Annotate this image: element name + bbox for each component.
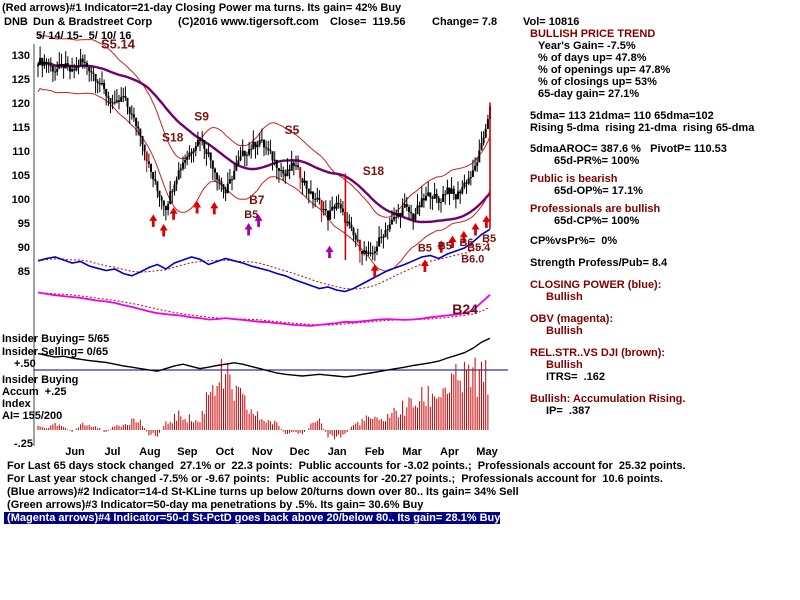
month-tick-label: Aug [139,446,161,458]
svg-text:B5: B5 [438,240,452,252]
month-tick-label: Mar [402,446,422,458]
svg-text:B5: B5 [244,209,258,221]
analysis-line: REL.STR..VS DJI (brown): [530,347,666,359]
analysis-line: % of closings up= 53% [538,76,657,88]
price-tick-label: 130 [11,50,30,62]
analysis-line: BULLISH PRICE TREND [530,28,656,40]
month-tick-label: May [476,446,498,458]
svg-text:S18: S18 [162,130,184,144]
analysis-line: 65-day gain= 27.1% [538,88,640,100]
analysis-line: OBV (magenta): [530,313,614,325]
svg-text:S5: S5 [285,123,300,137]
analysis-line: 5dmaAROC= 387.6 % PivotP= 110.53 [530,143,727,155]
analysis-line: Year's Gain= -7.5% [538,40,636,52]
month-tick-label: Jul [104,446,121,458]
svg-text:B6: B6 [459,237,473,249]
month-tick-label: Jan [327,446,347,458]
accum-index-label-3: Index [2,398,31,410]
analysis-line: IP= .387 [546,405,591,417]
month-tick-label: Jun [65,446,85,458]
footer-summary-line: For Last 65 days stock changed 27.1% or … [4,460,686,472]
svg-text:S9: S9 [194,109,209,123]
analysis-line: ITRS= .162 [546,371,606,383]
analysis-line: Rising 5-dma rising 21-dma rising 65-dma [530,122,755,134]
svg-text:B24: B24 [452,301,478,317]
accum-index-label-1: Insider Buying [2,374,79,386]
footer-notes: For Last 65 days stock changed 27.1% or … [4,460,796,525]
indicator-1-header: (Red arrows)#1 Indicator=21-day Closing … [2,2,402,14]
svg-text:B7: B7 [249,193,265,207]
change-value: Change= 7.8 [432,16,498,28]
price-tick-label: 115 [12,122,30,134]
month-tick-label: Sep [177,446,198,458]
insider-buying-count: Insider Buying= 5/65 [2,333,110,345]
analysis-line: Bullish [546,359,583,371]
svg-text:B5: B5 [482,233,496,245]
price-tick-label: 125 [11,74,30,86]
svg-text:B6.0: B6.0 [461,253,484,265]
ai-value: AI= 155/200 [2,410,63,422]
month-tick-label: Apr [440,446,459,458]
copyright-text: (C)2016 www.tigersoft.com [178,16,319,28]
footer-summary-line: For Last year stock changed -7.5% or -9.… [4,473,663,485]
footer-indicator-line[interactable]: (Magenta arrows)#4 Indicator=50-d St-Pct… [4,512,501,524]
price-tick-label: 95 [17,218,30,230]
svg-text:B5: B5 [418,242,432,254]
analysis-line: 65d-PR%= 100% [554,155,640,167]
accum-scale-plus: +.50 [14,358,36,370]
accum-scale-minus: -.25 [14,438,33,450]
footer-indicator-line[interactable]: (Green arrows)#3 Indicator=50-day ma pen… [4,499,424,511]
month-tick-label: Nov [251,446,273,458]
price-tick-label: 105 [11,170,30,182]
svg-text:S5.14: S5.14 [101,36,136,51]
date-range: 5/ 14/ 15- 5/ 10/ 16 [36,30,132,42]
analysis-line: Professionals are bullish [530,203,661,215]
analysis-line: Bullish: Accumulation Rising. [530,393,686,405]
analysis-line: 5dma= 113 21dma= 110 65dma=102 [530,110,714,122]
price-tick-label: 110 [12,146,30,158]
month-tick-label: Dec [289,446,310,458]
month-tick-label: Oct [215,446,234,458]
analysis-line: CP%vsPr%= 0% [530,235,618,247]
svg-text:S18: S18 [363,164,385,178]
month-tick-label: Feb [364,446,385,458]
analysis-line: 65d-CP%= 100% [554,215,640,227]
ticker-symbol: DNB [4,16,28,28]
price-tick-label: 120 [11,98,30,110]
company-name: Dun & Bradstreet Corp [33,16,153,28]
price-tick-label: 100 [11,194,30,206]
analysis-panel: BULLISH PRICE TREND Year's Gain= -7.5%% o… [530,28,798,417]
accum-index-label-2: Accum +.25 [2,386,67,398]
volume-value: Vol= 10816 [523,16,580,28]
close-value: Close= 119.56 [330,16,406,28]
analysis-line: % of openings up= 47.8% [538,64,671,76]
analysis-line: CLOSING POWER (blue): [530,279,662,291]
analysis-line: Bullish [546,291,583,303]
analysis-line: Bullish [546,325,583,337]
analysis-line: % of days up= 47.8% [538,52,647,64]
analysis-line: 65d-OP%= 17.1% [554,185,643,197]
price-tick-label: 85 [17,266,30,278]
insider-selling-count: Insider Selling= 0/65 [2,346,109,358]
svg-text:B5.4: B5.4 [467,242,491,254]
analysis-line: Strength Profess/Pub= 8.4 [530,257,668,269]
price-tick-label: 90 [17,242,30,254]
price-axis: 130 125 120 115 110 105 100 95 90 85 [0,0,32,600]
analysis-line: Public is bearish [530,173,618,185]
footer-indicator-line[interactable]: (Blue arrows)#2 Indicator=14-d St-KLine … [4,486,519,498]
